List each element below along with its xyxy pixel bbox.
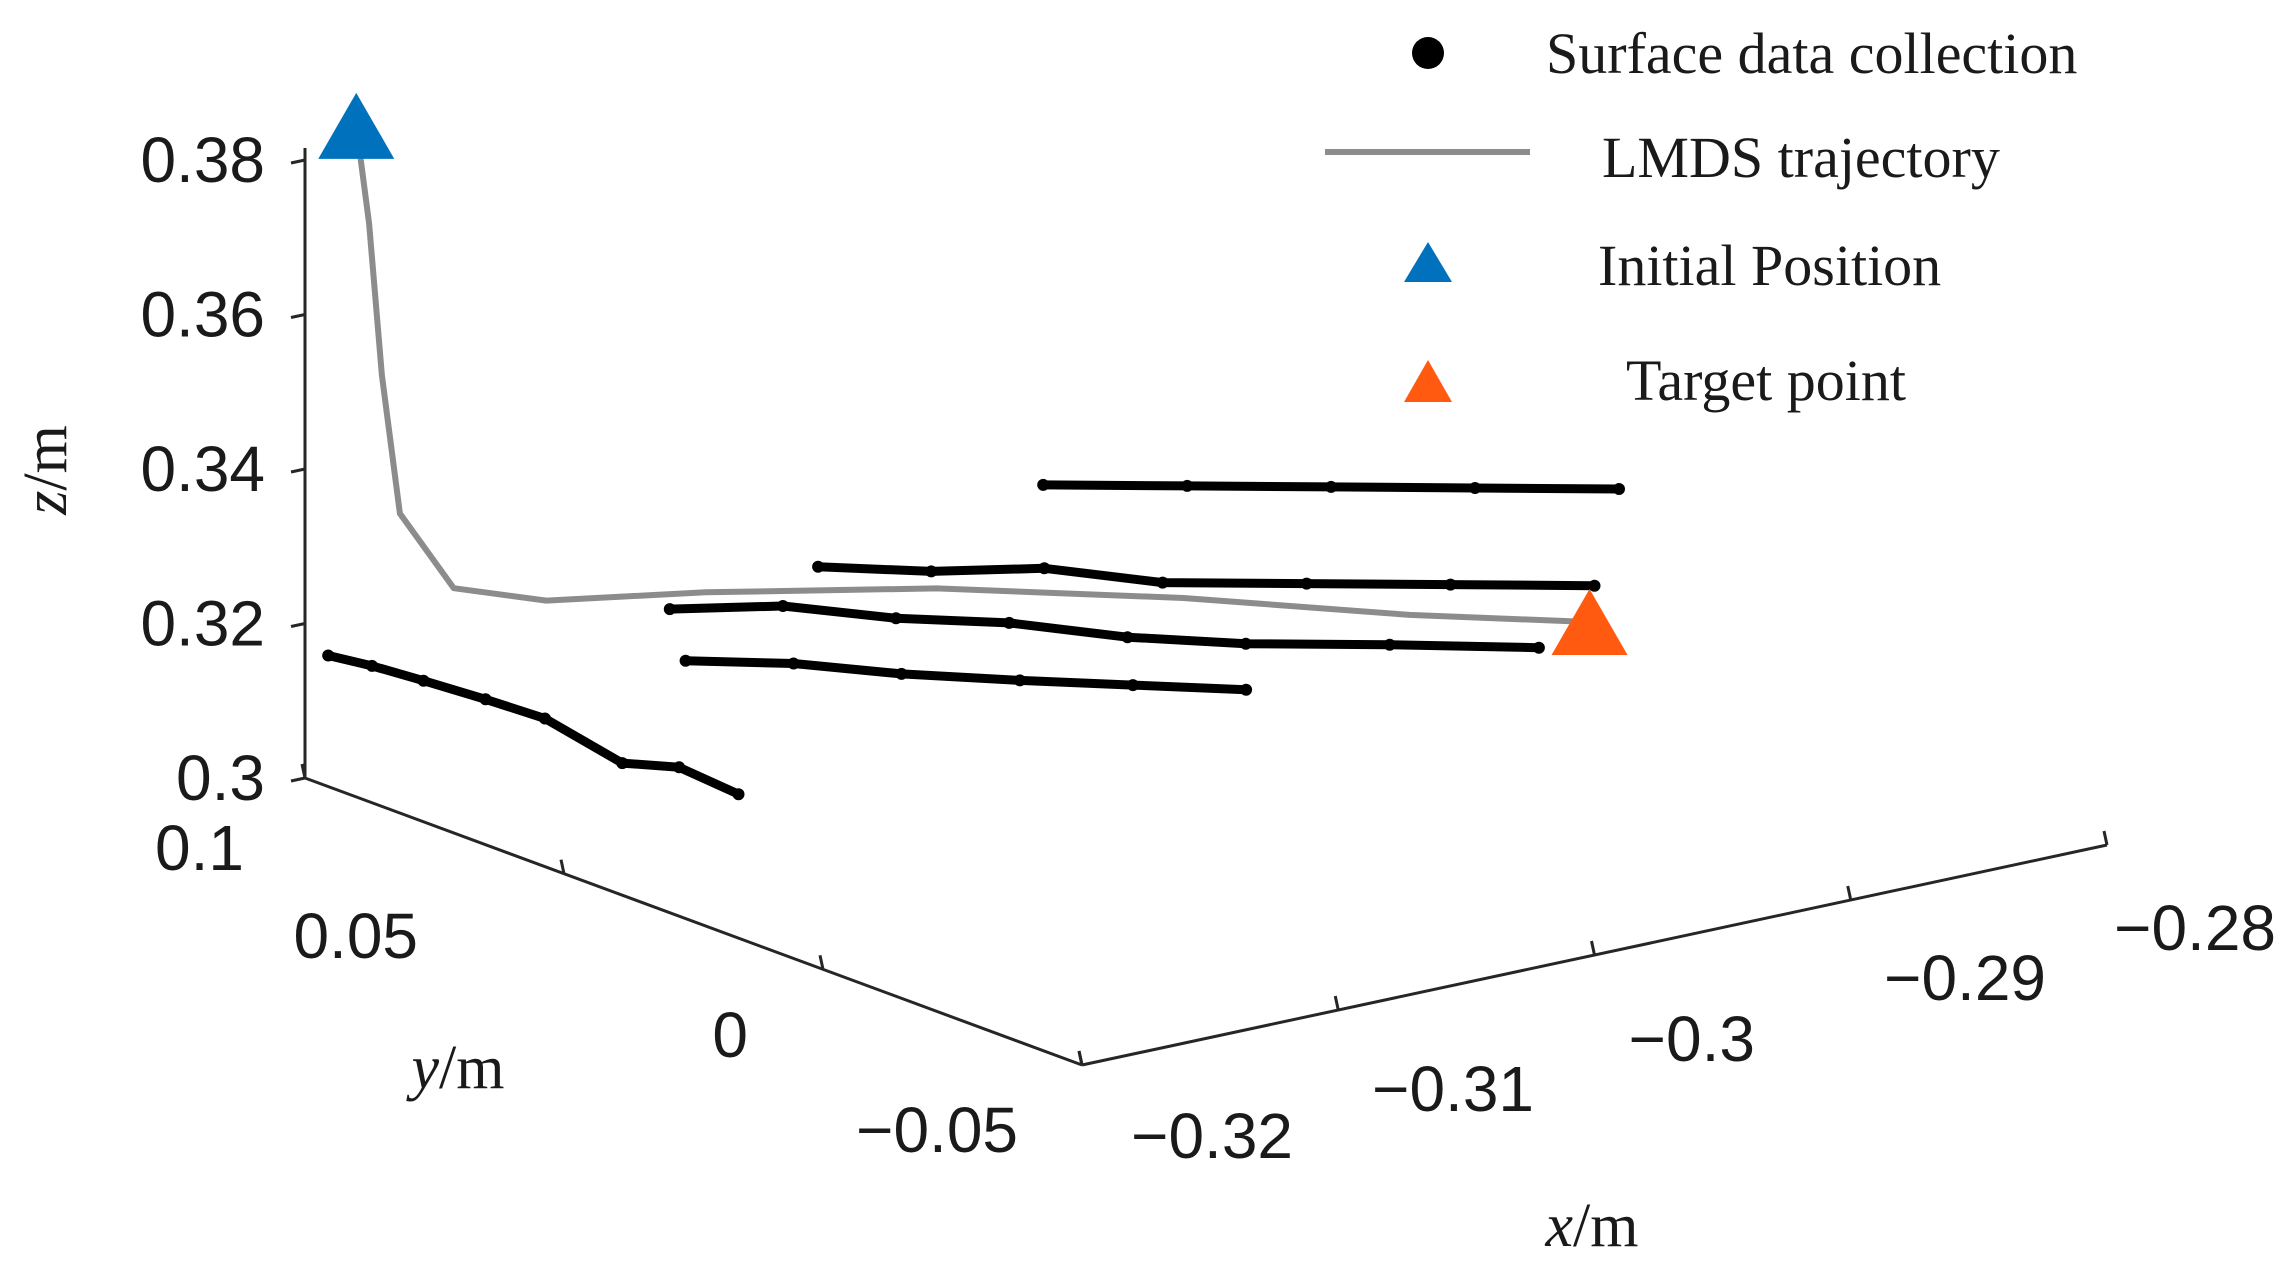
legend-label-target-point: Target point xyxy=(1626,348,1906,413)
ticks: 0.3 0.32 0.34 0.36 0.38 −0.05 0 0.05 0.1 −0.32 −0.… xyxy=(140,124,2276,1172)
surface-data-point xyxy=(1240,683,1253,696)
surface-data-point xyxy=(1003,616,1016,629)
surface-data-point xyxy=(1383,638,1396,651)
surface-data-point xyxy=(1126,679,1139,692)
plot-area xyxy=(318,92,1628,801)
x-tick-mark xyxy=(1333,995,1340,1011)
surface-data-point xyxy=(417,674,430,687)
surface-data-point xyxy=(1037,478,1050,491)
x-tick-label: −0.28 xyxy=(2114,892,2276,964)
legend: Surface data collection LMDS trajectory … xyxy=(1325,21,2077,413)
y-tick-label: 0.05 xyxy=(293,900,418,972)
z-tick-mark xyxy=(290,158,306,165)
surface-data-point xyxy=(1181,479,1194,492)
y-tick-label: 0.1 xyxy=(155,812,244,884)
surface-data-point xyxy=(925,565,938,578)
y-tick-mark xyxy=(300,763,307,779)
legend-marker-surface-data xyxy=(1412,37,1444,69)
surface-data-point xyxy=(479,693,492,706)
surface-data-point xyxy=(322,649,335,662)
surface-data-point xyxy=(1325,480,1338,493)
surface-data-point xyxy=(895,667,908,680)
surface-data-point xyxy=(1444,578,1457,591)
surface-data-point xyxy=(663,603,676,616)
surface-data-point xyxy=(1469,482,1481,494)
y-tick-mark xyxy=(818,955,825,970)
surface-data-point xyxy=(538,712,551,725)
x-tick-label: −0.32 xyxy=(1131,1100,1293,1172)
x-tick-mark xyxy=(1590,940,1596,956)
surface-data-strand xyxy=(323,651,743,799)
legend-label-initial-position: Initial Position xyxy=(1598,233,1941,298)
x-axis-label: x/m xyxy=(1545,1192,1639,1260)
z-tick-mark xyxy=(290,467,306,474)
z-tick-mark xyxy=(290,776,306,783)
z-tick-label: 0.3 xyxy=(176,742,265,814)
surface-data-point xyxy=(673,761,686,774)
lmds-trajectory-line xyxy=(353,122,1593,625)
z-tick-label: 0.36 xyxy=(140,279,265,351)
initial-position-marker xyxy=(318,92,395,159)
surface-data-point xyxy=(890,612,902,625)
legend-marker-target-point xyxy=(1404,360,1452,402)
x-tick-label: −0.29 xyxy=(1884,942,2046,1014)
surface-data-point xyxy=(732,788,745,801)
z-tick-label: 0.38 xyxy=(140,124,265,196)
surface-data-strand xyxy=(665,601,1544,653)
x-tick-mark xyxy=(1846,885,1853,901)
z-tick-label: 0.32 xyxy=(140,588,265,660)
surface-data-point xyxy=(1300,577,1313,590)
surface-data-strand xyxy=(681,656,1251,695)
x-tick-mark xyxy=(1077,1050,1084,1066)
x-tick-label: −0.31 xyxy=(1372,1053,1534,1125)
surface-data-point xyxy=(787,657,800,670)
legend-marker-initial-position xyxy=(1404,242,1452,282)
surface-data-point xyxy=(1532,641,1545,654)
surface-data-point xyxy=(616,757,629,770)
target-point-marker xyxy=(1551,589,1628,655)
surface-data-point xyxy=(1588,579,1601,592)
surface-data-point xyxy=(366,659,378,672)
surface-data-point xyxy=(1239,637,1252,650)
z-tick-label: 0.34 xyxy=(140,433,265,505)
z-axis-label: z/m xyxy=(12,425,80,516)
surface-data-point xyxy=(1013,674,1026,687)
x-tick-mark xyxy=(2102,830,2109,846)
surface-data-point xyxy=(776,600,789,612)
z-tick-mark xyxy=(290,622,306,628)
legend-label-surface-data: Surface data collection xyxy=(1546,21,2077,86)
z-tick-mark xyxy=(290,313,306,319)
surface-data-point xyxy=(1156,576,1169,589)
surface-data-point xyxy=(812,560,825,573)
y-axis-line xyxy=(304,776,1083,1067)
surface-data-point xyxy=(1038,562,1051,575)
surface-data-point xyxy=(1613,483,1625,495)
y-tick-label: 0 xyxy=(712,999,748,1071)
y-tick-label: −0.05 xyxy=(856,1094,1018,1166)
y-axis-label: y/m xyxy=(406,1034,505,1102)
y-tick-mark xyxy=(559,859,566,874)
surface-data-point xyxy=(679,654,692,667)
x-tick-label: −0.3 xyxy=(1629,1003,1755,1075)
surface-data-point xyxy=(1121,631,1134,644)
legend-label-lmds-trajectory: LMDS trajectory xyxy=(1602,125,2000,190)
